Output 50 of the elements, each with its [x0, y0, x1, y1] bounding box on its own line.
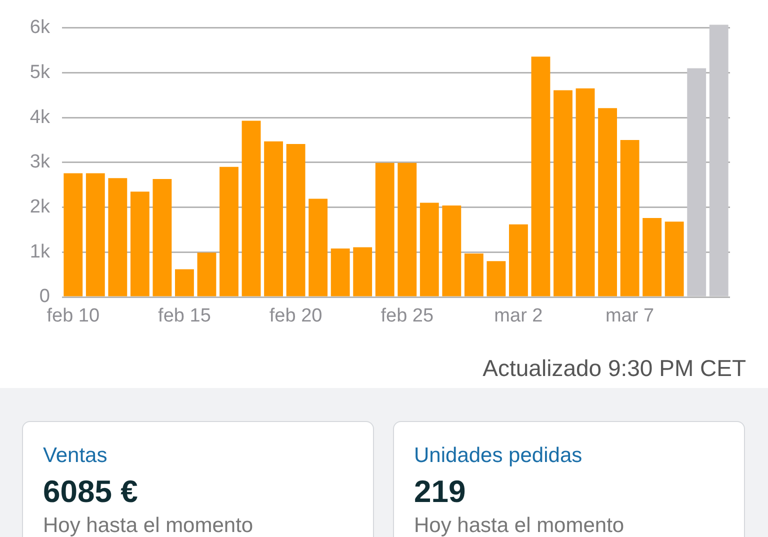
bar	[620, 140, 640, 296]
y-tick-label: 5k	[30, 62, 50, 83]
y-tick-label: 2k	[30, 196, 50, 218]
x-tick-label: mar 7	[606, 306, 654, 327]
text: Hoy hasta el momento	[43, 514, 254, 537]
y-tick-label: 1k	[30, 241, 50, 262]
bar	[175, 269, 194, 296]
bar	[509, 224, 528, 296]
x-tick-label: mar 2	[494, 306, 543, 327]
bar	[197, 252, 216, 296]
x-tick-label: feb 10	[46, 306, 100, 327]
bar	[642, 218, 662, 296]
bar	[576, 88, 595, 296]
bar	[486, 261, 506, 296]
bar	[86, 173, 105, 296]
bar	[108, 178, 128, 296]
x-tick-label: feb 15	[158, 306, 211, 327]
y-tick-label: 4k	[30, 106, 50, 128]
text: Actualizado 9:30 PM CET	[482, 355, 746, 382]
bar	[130, 192, 150, 296]
bar	[554, 90, 572, 296]
bar	[464, 253, 484, 296]
bar	[152, 179, 172, 296]
bar	[64, 173, 83, 296]
bar	[709, 24, 728, 296]
text: 219	[414, 474, 467, 510]
bar	[353, 247, 372, 296]
y-tick-label: 3k	[30, 152, 50, 173]
bar	[375, 162, 394, 296]
y-tick-label: 0	[39, 286, 50, 308]
x-tick-label: feb 20	[269, 306, 322, 327]
bar	[308, 198, 328, 296]
text: Unidades pedidas	[414, 444, 584, 468]
bar	[220, 166, 238, 296]
bar	[531, 56, 550, 296]
text: Hoy hasta el momento	[414, 514, 626, 537]
bar	[242, 120, 261, 296]
bar	[664, 222, 684, 296]
bar	[264, 141, 283, 296]
bar	[598, 108, 617, 296]
bar	[286, 144, 306, 296]
bar	[442, 206, 462, 296]
x-tick-label: feb 25	[380, 306, 434, 327]
y-tick-label: 6k	[30, 17, 50, 38]
text: 6085 €	[43, 474, 139, 510]
bar	[330, 248, 350, 296]
bar	[420, 202, 439, 296]
bar	[687, 68, 706, 296]
text: Ventas	[43, 444, 108, 468]
bar	[398, 162, 417, 296]
